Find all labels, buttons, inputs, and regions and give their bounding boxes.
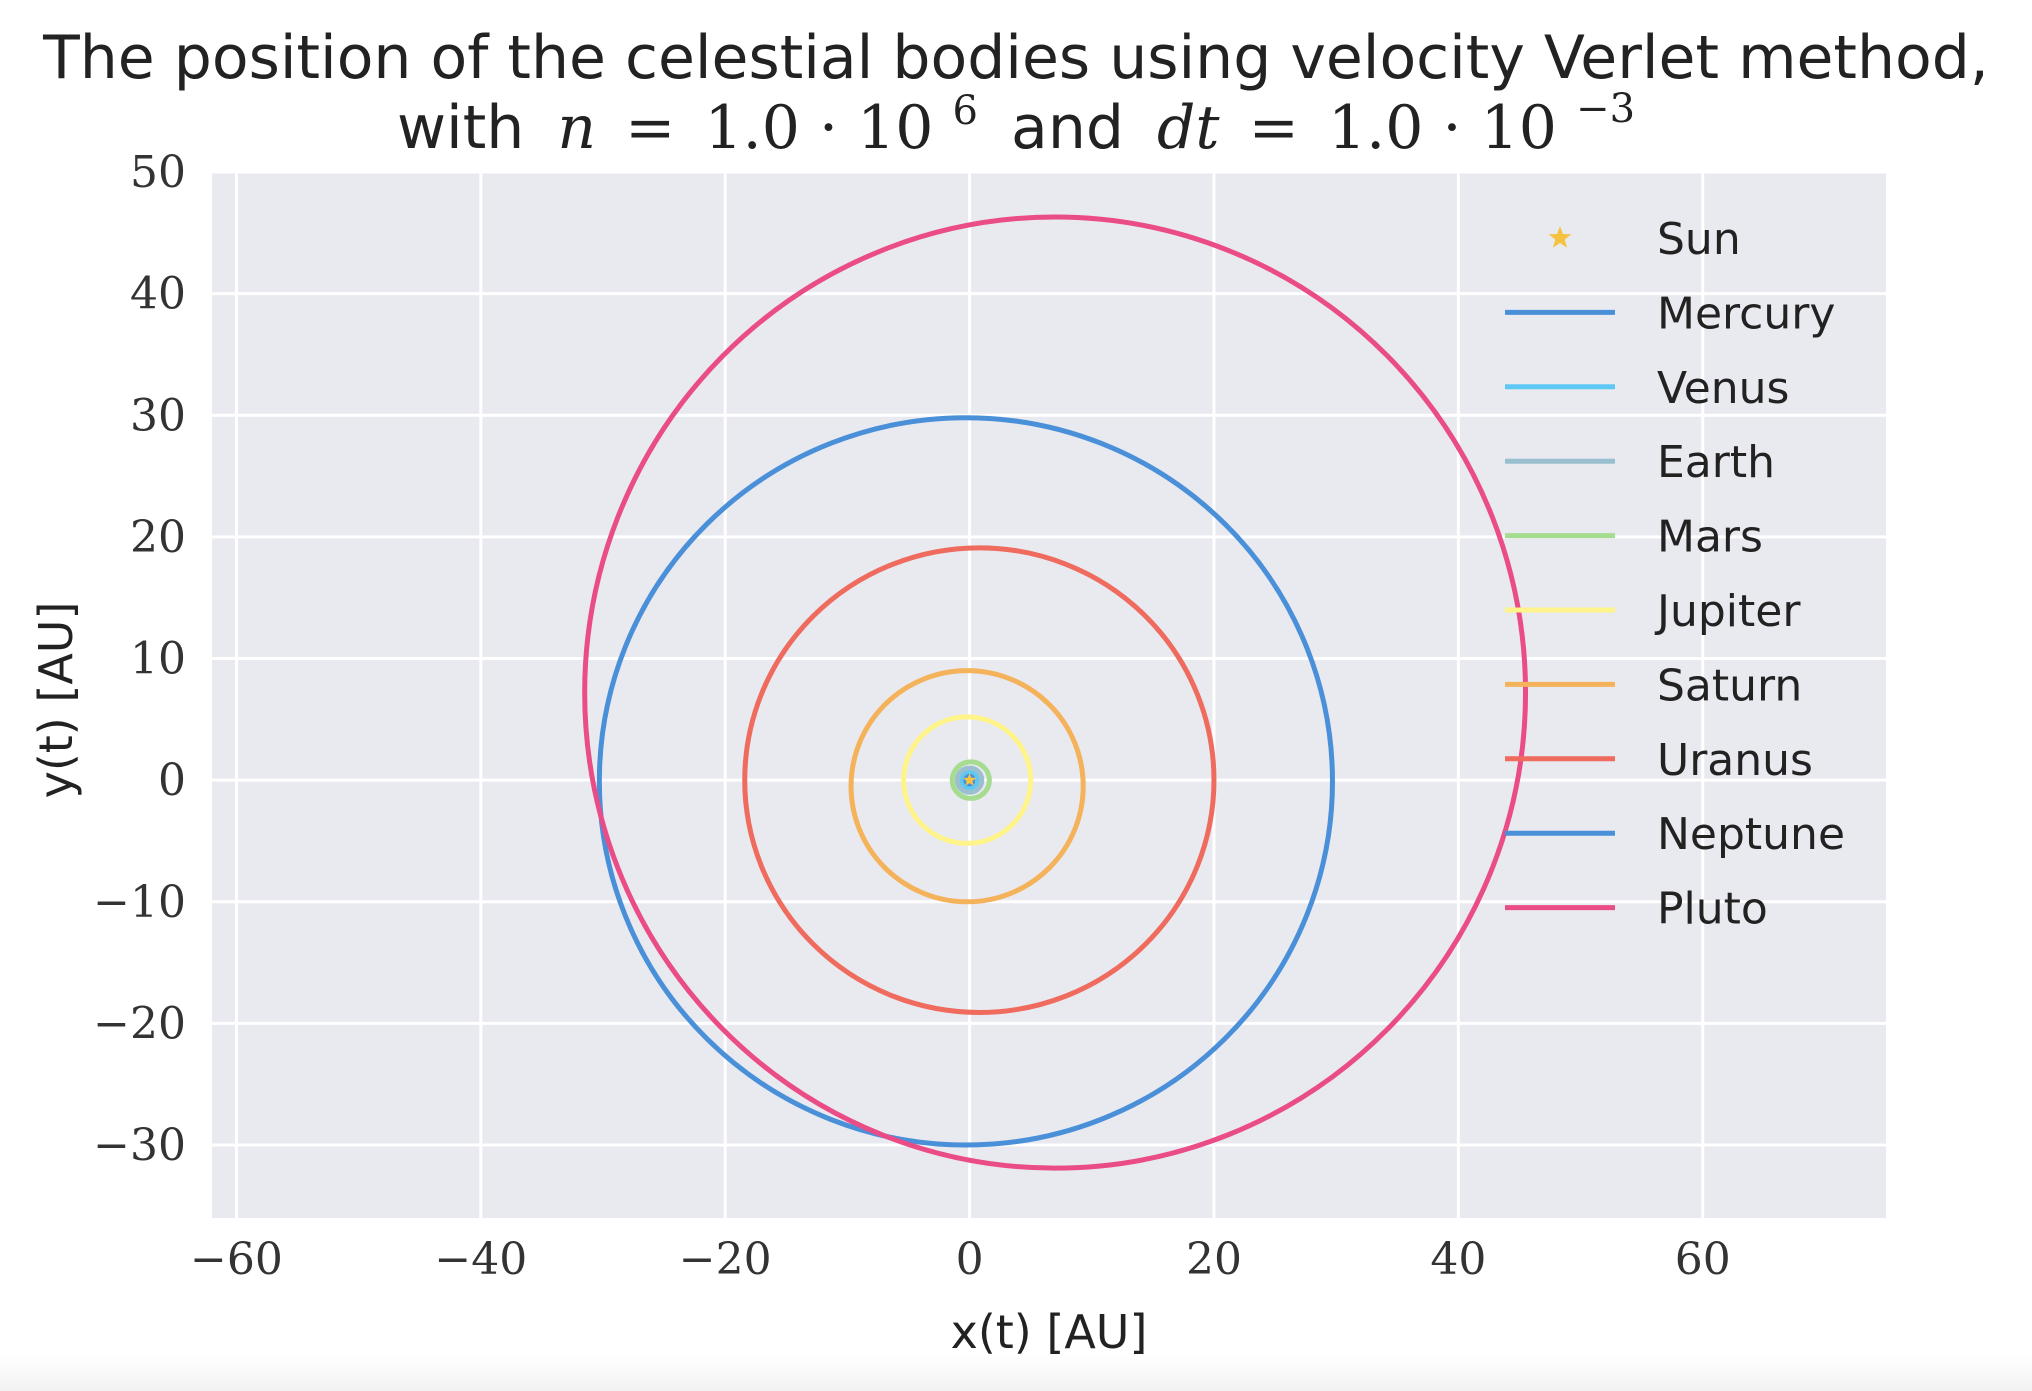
legend-marker-sun bbox=[1548, 226, 1572, 248]
title-dt-value: 1.0 · 10 bbox=[1328, 93, 1557, 163]
plot-area bbox=[212, 172, 1886, 1218]
legend-label-venus: Venus bbox=[1657, 363, 1789, 414]
orbit-uranus bbox=[742, 545, 1217, 1015]
sun-marker bbox=[962, 773, 977, 786]
grid-lines bbox=[212, 170, 1886, 1218]
y-tick-label: 0 bbox=[158, 755, 186, 806]
x-tick-label: 60 bbox=[1675, 1234, 1731, 1285]
legend-label-mercury: Mercury bbox=[1657, 288, 1835, 339]
y-tick-label: −20 bbox=[93, 998, 186, 1049]
y-tick-label: 10 bbox=[130, 634, 186, 685]
orbit-neptune bbox=[596, 415, 1335, 1148]
title-n-symbol: n bbox=[557, 93, 596, 163]
x-tick-label: 20 bbox=[1186, 1234, 1242, 1285]
x-tick-label: −60 bbox=[190, 1234, 283, 1285]
title-n-value: 1.0 · 10 bbox=[704, 93, 933, 163]
legend-label-uranus: Uranus bbox=[1657, 735, 1813, 786]
title-prefix: with bbox=[397, 93, 524, 163]
y-tick-label: 40 bbox=[130, 269, 186, 320]
y-axis-label: y(t) [AU] bbox=[29, 602, 83, 799]
legend-label-sun: Sun bbox=[1657, 214, 1741, 265]
y-tick-label: 30 bbox=[130, 390, 186, 441]
y-tick-label: −30 bbox=[93, 1120, 186, 1171]
x-tick-label: 0 bbox=[956, 1234, 984, 1285]
x-tick-label: −40 bbox=[434, 1234, 527, 1285]
legend-label-pluto: Pluto bbox=[1657, 884, 1768, 935]
title-n-exponent: 6 bbox=[953, 88, 978, 134]
x-axis-ticks: −60 −40 −20 0 20 40 60 bbox=[190, 1234, 1731, 1285]
orbit-saturn bbox=[848, 668, 1086, 905]
legend-label-jupiter: Jupiter bbox=[1654, 586, 1801, 637]
orbit-venus bbox=[958, 768, 981, 792]
legend-label-earth: Earth bbox=[1657, 437, 1775, 488]
y-axis-ticks: −30 −20 −10 0 10 20 30 40 50 bbox=[93, 147, 186, 1171]
x-axis-label: x(t) [AU] bbox=[951, 1305, 1148, 1359]
title-dt-symbol: dt bbox=[1157, 93, 1220, 163]
orbit-mars bbox=[949, 759, 992, 801]
orbit-layer bbox=[582, 214, 1529, 1171]
legend-label-mars: Mars bbox=[1657, 512, 1763, 563]
x-tick-label: 40 bbox=[1430, 1234, 1486, 1285]
title-dt-exponent: −3 bbox=[1576, 86, 1635, 132]
orbit-earth bbox=[954, 765, 985, 795]
orbit-jupiter bbox=[901, 714, 1034, 846]
x-tick-label: −20 bbox=[679, 1234, 772, 1285]
title-joiner: and bbox=[1011, 93, 1124, 163]
y-tick-label: 50 bbox=[130, 147, 186, 198]
y-tick-label: −10 bbox=[93, 877, 186, 928]
chart-title-line2: with n = 1.0 · 10 6 and dt = 1.0 · 10 −3 bbox=[397, 69, 1635, 163]
legend: Sun Mercury Venus Earth Mars Jupiter Saturn Ura… bbox=[1505, 214, 1845, 935]
orbit-pluto bbox=[582, 214, 1529, 1171]
chart-title-line1: The position of the celestial bodies usi… bbox=[42, 23, 1989, 93]
y-tick-label: 20 bbox=[130, 512, 186, 563]
legend-label-saturn: Saturn bbox=[1657, 660, 1802, 711]
bottom-edge bbox=[0, 1355, 2032, 1391]
legend-label-neptune: Neptune bbox=[1657, 809, 1845, 860]
